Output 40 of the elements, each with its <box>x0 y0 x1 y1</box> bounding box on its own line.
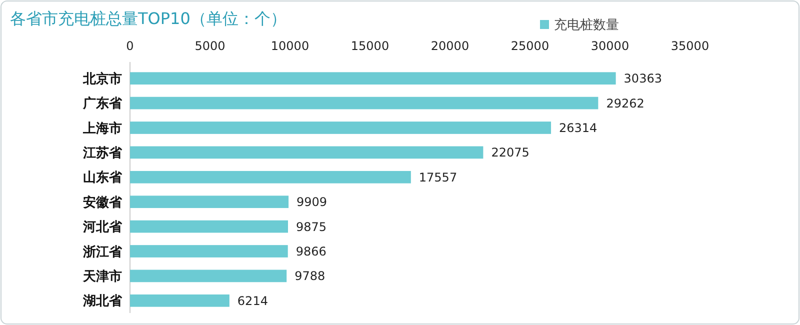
data-label: 9875 <box>296 220 327 234</box>
data-label: 29262 <box>606 96 644 110</box>
x-tick-label: 15000 <box>350 39 390 53</box>
x-tick-label: 0 <box>126 39 134 53</box>
bar <box>130 245 288 258</box>
x-tick-label: 20000 <box>430 39 470 53</box>
x-tick-label: 10000 <box>270 39 310 53</box>
data-label: 9909 <box>296 195 328 210</box>
y-tick-label: 河北省 <box>82 220 123 236</box>
chart-title: 各省市充电桩总量TOP10（单位：个） <box>10 9 286 28</box>
legend-label: 充电桩数量 <box>554 18 619 33</box>
data-label: 9788 <box>294 269 326 284</box>
bar <box>130 96 598 110</box>
bar <box>130 270 287 282</box>
data-label: 9866 <box>296 244 326 258</box>
bar <box>130 294 230 307</box>
y-tick-label: 浙江省 <box>82 244 123 260</box>
data-label: 26314 <box>559 120 598 135</box>
data-label: 22075 <box>491 146 530 160</box>
data-label: 17557 <box>418 170 458 184</box>
x-tick-label: 30000 <box>590 39 630 53</box>
x-tick-label: 5000 <box>194 39 226 53</box>
bar <box>130 196 289 208</box>
x-tick-label: 25000 <box>510 39 550 53</box>
bar <box>130 170 411 184</box>
bar <box>130 146 484 159</box>
y-tick-label: 安徽省 <box>83 194 123 210</box>
x-tick-label: 35000 <box>670 39 710 53</box>
data-label: 6214 <box>237 294 268 308</box>
bar <box>130 122 552 134</box>
y-tick-label: 广东省 <box>82 96 123 112</box>
y-tick-label: 江苏省 <box>82 146 123 161</box>
y-tick-label: 上海市 <box>82 120 122 136</box>
y-tick-label: 天津市 <box>82 268 122 284</box>
data-label: 30363 <box>624 72 662 86</box>
bar <box>130 72 616 85</box>
y-tick-label: 湖北省 <box>82 294 123 310</box>
y-tick-label: 山东省 <box>83 170 123 186</box>
bar <box>130 220 288 233</box>
y-tick-label: 北京市 <box>82 70 122 87</box>
